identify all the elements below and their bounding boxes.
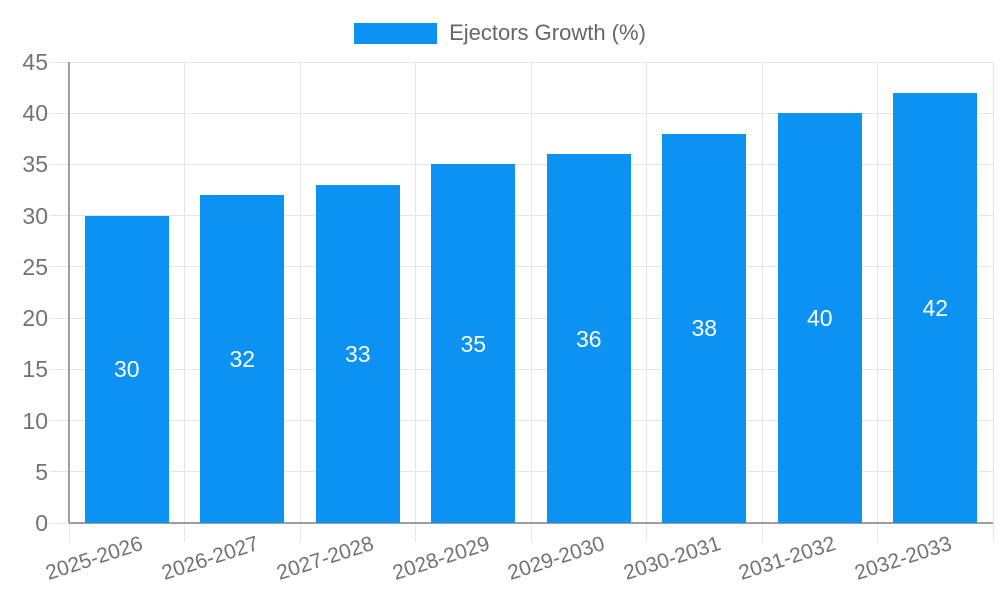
y-axis-tick-label: 25 — [22, 253, 48, 280]
x-axis-tick-label: 2025-2026 — [43, 532, 146, 585]
y-axis-tick — [49, 215, 69, 217]
bar: 38 — [662, 133, 747, 523]
bar-value-label: 33 — [344, 340, 371, 367]
x-axis-tick-label: 2027-2028 — [274, 532, 377, 585]
x-axis-tick-label: 2028-2029 — [389, 532, 493, 585]
x-axis-tick — [184, 523, 185, 542]
gridline-vertical — [184, 62, 185, 523]
bar-value-label: 42 — [922, 294, 949, 321]
x-axis-tick — [299, 523, 301, 542]
y-axis-tick-label: 15 — [22, 356, 48, 383]
bar-value-label: 35 — [460, 330, 487, 357]
y-axis-tick — [49, 522, 69, 524]
x-axis-tick — [68, 523, 70, 542]
y-axis-tick — [49, 61, 69, 63]
y-axis-tick-label: 45 — [22, 49, 48, 75]
x-axis-tick-label: 2031-2032 — [736, 532, 839, 585]
x-axis-tick-label: 2029-2030 — [505, 532, 608, 585]
bar-value-label: 40 — [806, 305, 833, 332]
gridline-vertical — [646, 62, 647, 523]
y-axis-tick-label: 40 — [22, 100, 48, 127]
gridline-vertical — [877, 62, 878, 523]
bar: 42 — [893, 92, 978, 523]
legend-swatch — [354, 22, 438, 44]
x-axis-tick — [646, 523, 647, 542]
y-axis-tick — [49, 420, 69, 422]
y-axis-tick-label: 30 — [22, 202, 48, 229]
gridline-vertical — [992, 62, 994, 523]
y-axis-line — [68, 62, 70, 523]
bar-value-label: 36 — [575, 325, 602, 352]
bar: 40 — [777, 113, 862, 523]
legend-item-ejectors-growth[interactable]: Ejectors Growth (%) — [354, 21, 646, 45]
y-axis-tick — [49, 368, 69, 370]
y-axis-tick-label: 5 — [35, 458, 48, 485]
gridline-vertical — [761, 62, 763, 523]
x-axis-tick-label: 2030-2031 — [620, 532, 724, 585]
x-axis-tick — [877, 523, 878, 542]
y-axis-tick — [49, 112, 69, 114]
gridline-vertical — [299, 62, 301, 523]
y-axis-tick-label: 35 — [22, 151, 48, 178]
x-axis-tick — [761, 523, 763, 542]
bar-value-label: 32 — [229, 346, 256, 373]
legend-label: Ejectors Growth (%) — [449, 20, 646, 45]
y-axis-tick-label: 0 — [35, 510, 48, 536]
gridline-vertical — [530, 62, 532, 523]
y-axis-tick-label: 20 — [22, 305, 48, 332]
bar-value-label: 38 — [691, 315, 718, 342]
y-axis-tick — [49, 471, 69, 473]
bar: 35 — [431, 164, 516, 523]
bar-value-label: 30 — [113, 356, 140, 383]
x-axis-tick — [415, 523, 416, 542]
y-axis-tick — [49, 266, 69, 268]
x-axis-tick — [992, 523, 994, 542]
x-axis-line — [69, 522, 993, 524]
x-axis-tick — [530, 523, 532, 542]
x-axis-tick-label: 2032-2033 — [851, 532, 955, 585]
legend: Ejectors Growth (%) — [0, 21, 1000, 45]
y-axis-tick — [49, 163, 69, 165]
bar: 33 — [315, 184, 400, 523]
bar: 30 — [84, 215, 169, 523]
x-axis-tick-label: 2026-2027 — [158, 532, 262, 585]
bar: 32 — [200, 195, 285, 523]
gridline-vertical — [415, 62, 416, 523]
bar: 36 — [546, 154, 631, 523]
y-axis-tick — [49, 317, 69, 319]
y-axis-tick-label: 10 — [22, 407, 48, 434]
